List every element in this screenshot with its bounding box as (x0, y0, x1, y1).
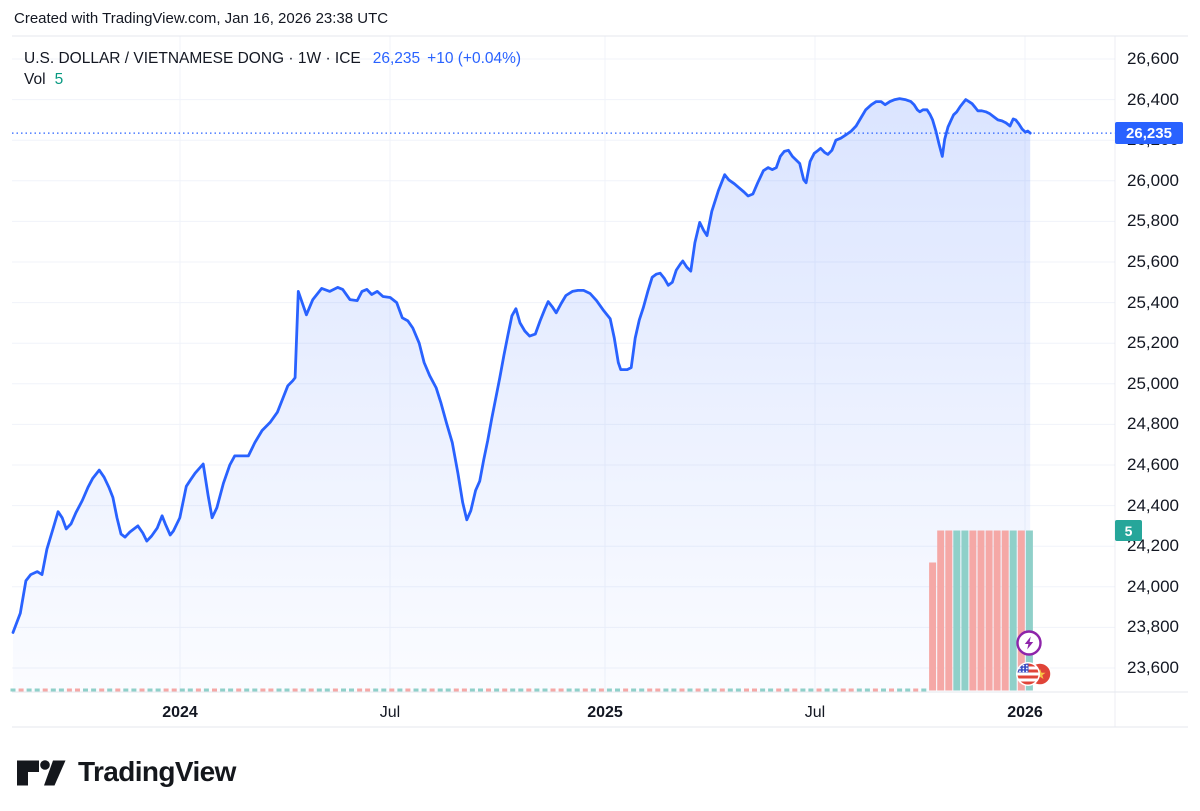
y-axis-label: 25,400 (1127, 292, 1179, 312)
panel-borders (12, 35, 1188, 728)
y-axis-label: 26,000 (1127, 170, 1179, 190)
y-axis-label: 26,400 (1127, 89, 1179, 109)
price-change-value: +10 (+0.04%) (427, 50, 522, 67)
y-axis-label: 25,200 (1127, 333, 1179, 353)
price-area-fill (13, 98, 1031, 692)
y-axis-label: 24,600 (1127, 455, 1179, 474)
current-price-badge-text: 26,235 (1126, 124, 1172, 142)
y-axis-label: 24,000 (1127, 576, 1179, 596)
y-axis-label: 25,600 (1127, 252, 1179, 271)
current-price-badge: 26,235 (1115, 122, 1183, 145)
x-axis-label: 2025 (587, 704, 623, 721)
y-axis-label: 24,400 (1127, 495, 1179, 515)
baseline-volume-dashes (10, 688, 927, 692)
last-price-value: 26,235 (372, 50, 421, 67)
y-axis-label: 25,800 (1127, 211, 1179, 231)
tradingview-logo-icon (17, 759, 66, 785)
x-axis-label: Jul (379, 704, 401, 721)
volume-bars (929, 530, 1033, 691)
boost-lightning-icon[interactable] (1016, 630, 1042, 656)
attribution-text: Created with TradingView.com, Jan 16, 20… (14, 10, 389, 27)
symbol-title: U.S. DOLLAR / VIETNAMESE DONG · 1W · ICE (24, 50, 361, 67)
volume-indicator-value: 5 (54, 71, 64, 88)
us-flag-icon (1016, 662, 1040, 686)
y-axis-label: 25,000 (1127, 373, 1179, 393)
y-axis-label: 23,600 (1127, 658, 1179, 677)
volume-indicator-label: Vol (24, 71, 46, 88)
tradingview-logo-text: TradingView (78, 756, 236, 787)
y-axis-label: 26,600 (1127, 49, 1179, 68)
instrument-flag-icons (1016, 662, 1052, 686)
current-volume-badge-text: 5 (1124, 522, 1133, 539)
x-axis-label: Jul (804, 704, 826, 721)
price-line (11, 97, 1032, 634)
chart-legend: U.S. DOLLAR / VIETNAMESE DONG · 1W · ICE… (24, 48, 521, 90)
y-axis-label: 24,800 (1127, 414, 1179, 434)
current-volume-badge: 5 (1115, 520, 1142, 541)
tradingview-logo[interactable]: TradingView (16, 753, 236, 791)
x-axis-label: 2026 (1007, 704, 1043, 721)
x-axis-label: 2024 (162, 704, 198, 721)
y-axis-label: 23,800 (1127, 617, 1179, 637)
